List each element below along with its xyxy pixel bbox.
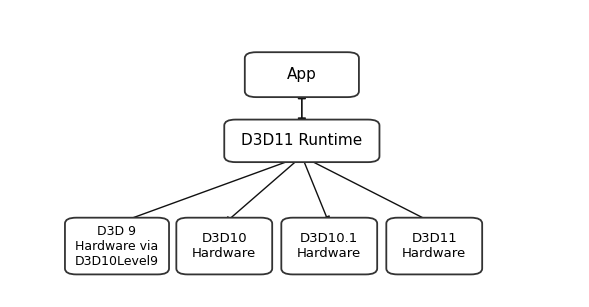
Text: D3D 9
Hardware via
D3D10Level9: D3D 9 Hardware via D3D10Level9 (75, 224, 159, 267)
FancyBboxPatch shape (176, 218, 272, 274)
FancyBboxPatch shape (245, 52, 359, 97)
Text: D3D11
Hardware: D3D11 Hardware (402, 232, 466, 260)
Text: D3D10
Hardware: D3D10 Hardware (192, 232, 256, 260)
FancyBboxPatch shape (65, 218, 169, 274)
FancyBboxPatch shape (282, 218, 377, 274)
FancyBboxPatch shape (224, 119, 379, 162)
Text: D3D11 Runtime: D3D11 Runtime (241, 133, 362, 148)
FancyBboxPatch shape (386, 218, 482, 274)
Text: App: App (287, 67, 317, 82)
Text: D3D10.1
Hardware: D3D10.1 Hardware (297, 232, 362, 260)
